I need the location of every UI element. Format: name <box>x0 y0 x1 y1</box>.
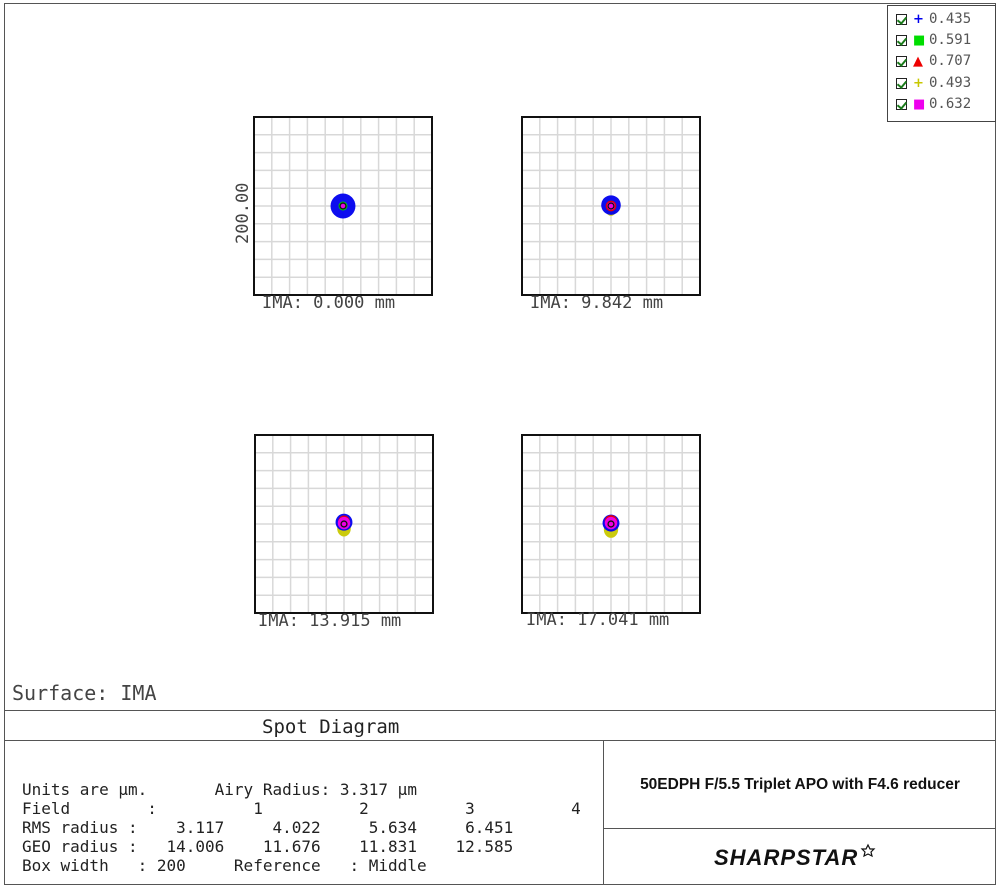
square-marker-icon: ■ <box>913 96 926 112</box>
box-frame <box>254 434 434 614</box>
spot-box-1 <box>253 116 433 296</box>
box-frame <box>521 116 701 296</box>
divider <box>4 740 996 741</box>
divider <box>4 710 996 711</box>
plus-marker-icon: + <box>913 75 924 91</box>
legend-item[interactable]: ■ 0.591 <box>896 30 971 50</box>
legend: + 0.435 ■ 0.591 ▲ 0.707 + 0.493 ■ 0.632 <box>887 5 996 122</box>
plot-frame <box>4 3 996 885</box>
triangle-marker-icon: ▲ <box>913 53 923 69</box>
plus-marker-icon: + <box>913 11 924 27</box>
airy-disk <box>339 202 347 210</box>
spot-box-3 <box>254 434 434 614</box>
stats-line-3: RMS radius : 3.117 4.022 5.634 6.451 <box>22 818 514 837</box>
field-label-3: IMA: 13.915 mm <box>258 611 402 631</box>
checkbox-icon[interactable] <box>896 34 907 46</box>
diagram-title: Spot Diagram <box>262 716 400 738</box>
legend-item[interactable]: + 0.435 <box>896 9 971 29</box>
spot-box-2 <box>521 116 701 296</box>
sharpstar-logo: SHARPSTAR <box>604 829 996 885</box>
field-label-2: IMA: 9.842 mm <box>530 293 664 313</box>
checkbox-icon[interactable] <box>896 55 907 67</box>
spot-0.632 <box>337 516 351 530</box>
surface-label: Surface: IMA <box>12 681 157 705</box>
stats-line-5: Box width : 200 Reference : Middle <box>22 856 427 875</box>
legend-item[interactable]: + 0.493 <box>896 73 971 93</box>
legend-label: 0.493 <box>929 75 972 91</box>
box-frame <box>253 116 433 296</box>
spot-0.632 <box>340 203 346 209</box>
svg-text:SHARPSTAR: SHARPSTAR <box>714 845 858 870</box>
legend-item[interactable]: ▲ 0.707 <box>896 51 971 71</box>
legend-label: 0.591 <box>929 32 972 48</box>
legend-label: 0.435 <box>929 11 972 27</box>
legend-item[interactable]: ■ 0.632 <box>896 94 971 114</box>
airy-disk <box>607 202 615 210</box>
airy-disk <box>340 520 348 528</box>
stats-line-4: GEO radius : 14.006 11.676 11.831 12.585 <box>22 837 514 856</box>
field-label-4: IMA: 17.041 mm <box>526 610 670 630</box>
spot-box-4 <box>521 434 701 614</box>
field-label-1: IMA: 0.000 mm <box>262 293 396 313</box>
checkbox-icon[interactable] <box>896 77 907 89</box>
stats-line-2: Field : 1 2 3 4 <box>22 799 581 818</box>
square-marker-icon: ■ <box>913 32 926 48</box>
spot-0.632 <box>604 516 618 530</box>
lens-description: 50EDPH F/5.5 Triplet APO with F4.6 reduc… <box>640 776 960 793</box>
divider <box>603 740 604 885</box>
y-scale-label: 200.00 <box>233 182 253 244</box>
divider <box>603 828 996 829</box>
legend-label: 0.707 <box>929 53 972 69</box>
box-frame <box>521 434 701 614</box>
airy-disk <box>607 520 615 528</box>
legend-label: 0.632 <box>929 96 972 112</box>
checkbox-icon[interactable] <box>896 98 907 110</box>
stats-line-1: Units are µm. Airy Radius: 3.317 µm <box>22 780 417 799</box>
checkbox-icon[interactable] <box>896 13 907 25</box>
